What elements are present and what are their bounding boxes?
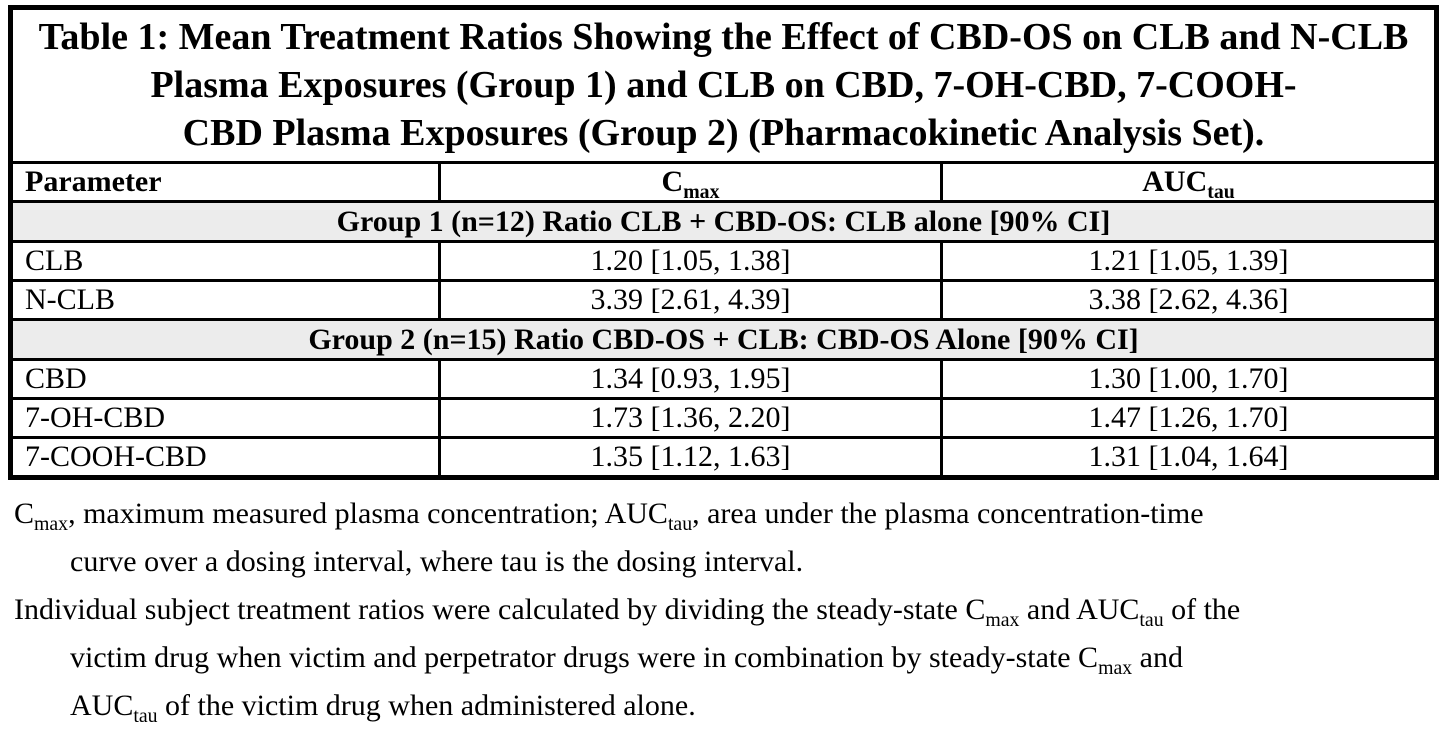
- auctau-value-cell: 1.47 [1.26, 1.70]: [940, 397, 1438, 439]
- parameter-cell: CLB: [9, 240, 441, 282]
- footnote-text: Individual subject treatment ratios were…: [14, 593, 986, 626]
- table-title-line3: CBD Plasma Exposures (Group 2) (Pharmaco…: [182, 112, 1265, 154]
- cmax-value-cell: 1.73 [1.36, 2.20]: [438, 397, 943, 439]
- cmax-subscript: max: [683, 181, 720, 203]
- column-header-cmax: Cmax: [438, 161, 943, 203]
- footnote-subscript: max: [985, 609, 1020, 631]
- auctau-value-cell: 1.21 [1.05, 1.39]: [940, 240, 1438, 282]
- table-row-7oh-cbd: 7-OH-CBD 1.73 [1.36, 2.20] 1.47 [1.26, 1…: [9, 397, 1438, 439]
- footnote-text: and: [1132, 641, 1183, 674]
- footnote-subscript: max: [1098, 657, 1133, 679]
- footnotes: Cmax, maximum measured plasma concentrat…: [8, 490, 1434, 730]
- cmax-label: C: [661, 165, 684, 198]
- table-row-7cooh-cbd: 7-COOH-CBD 1.35 [1.12, 1.63] 1.31 [1.04,…: [9, 436, 1438, 479]
- parameter-cell: 7-OH-CBD: [9, 397, 441, 439]
- auctau-value-cell: 1.31 [1.04, 1.64]: [940, 436, 1438, 479]
- footnote-text: , area under the plasma concentration-ti…: [692, 497, 1204, 530]
- footnote-line-4: victim drug when victim and perpetrator …: [14, 634, 1434, 682]
- group2-header-row: Group 2 (n=15) Ratio CBD-OS + CLB: CBD-O…: [9, 318, 1438, 361]
- pk-ratio-table: Table 1: Mean Treatment Ratios Showing t…: [8, 5, 1439, 480]
- parameter-cell: CBD: [9, 358, 441, 400]
- parameter-cell: N-CLB: [9, 279, 441, 321]
- column-header-parameter: Parameter: [9, 161, 441, 203]
- footnote-subscript: max: [34, 513, 69, 535]
- auctau-value-cell: 1.30 [1.00, 1.70]: [940, 358, 1438, 400]
- parameter-cell: 7-COOH-CBD: [9, 436, 441, 479]
- column-header-row: Parameter Cmax AUCtau: [9, 161, 1438, 203]
- auctau-label: AUC: [1142, 165, 1208, 198]
- group1-header-row: Group 1 (n=12) Ratio CLB + CBD-OS: CLB a…: [9, 200, 1438, 243]
- footnote-line-3: Individual subject treatment ratios were…: [14, 586, 1434, 634]
- footnote-text: and AUC: [1019, 593, 1140, 626]
- group1-header: Group 1 (n=12) Ratio CLB + CBD-OS: CLB a…: [9, 200, 1438, 243]
- footnote-line-1: Cmax, maximum measured plasma concentrat…: [14, 490, 1434, 538]
- footnote-line-2: curve over a dosing interval, where tau …: [14, 538, 1434, 586]
- cmax-value-cell: 1.34 [0.93, 1.95]: [438, 358, 943, 400]
- cmax-value-cell: 1.20 [1.05, 1.38]: [438, 240, 943, 282]
- auctau-value-cell: 3.38 [2.62, 4.36]: [940, 279, 1438, 321]
- footnote-text: victim drug when victim and perpetrator …: [70, 641, 1099, 674]
- table-row-nclb: N-CLB 3.39 [2.61, 4.39] 3.38 [2.62, 4.36…: [9, 279, 1438, 321]
- footnote-text: , maximum measured plasma concentration;…: [68, 497, 668, 530]
- table-row-clb: CLB 1.20 [1.05, 1.38] 1.21 [1.05, 1.39]: [9, 240, 1438, 282]
- auctau-subscript: tau: [1207, 181, 1235, 203]
- footnote-subscript: tau: [667, 513, 693, 535]
- footnote-text: AUC: [70, 689, 134, 722]
- footnote-line-5: AUCtau of the victim drug when administe…: [14, 682, 1434, 730]
- table-title: Table 1: Mean Treatment Ratios Showing t…: [9, 6, 1438, 164]
- footnote-text: of the: [1163, 593, 1241, 626]
- footnote-subscript: tau: [1139, 609, 1164, 631]
- footnote-text: curve over a dosing interval, where tau …: [70, 545, 804, 578]
- table-title-line2: Plasma Exposures (Group 1) and CLB on CB…: [150, 64, 1297, 106]
- footnote-text: of the victim drug when administered alo…: [157, 689, 696, 722]
- footnote-subscript: tau: [133, 705, 158, 727]
- table-title-line1: Table 1: Mean Treatment Ratios Showing t…: [38, 16, 1409, 58]
- group2-header: Group 2 (n=15) Ratio CBD-OS + CLB: CBD-O…: [9, 318, 1438, 361]
- cmax-value-cell: 3.39 [2.61, 4.39]: [438, 279, 943, 321]
- table-title-row: Table 1: Mean Treatment Ratios Showing t…: [9, 6, 1438, 164]
- column-header-auctau: AUCtau: [940, 161, 1438, 203]
- table-row-cbd: CBD 1.34 [0.93, 1.95] 1.30 [1.00, 1.70]: [9, 358, 1438, 400]
- cmax-value-cell: 1.35 [1.12, 1.63]: [438, 436, 943, 479]
- footnote-text: C: [14, 497, 35, 530]
